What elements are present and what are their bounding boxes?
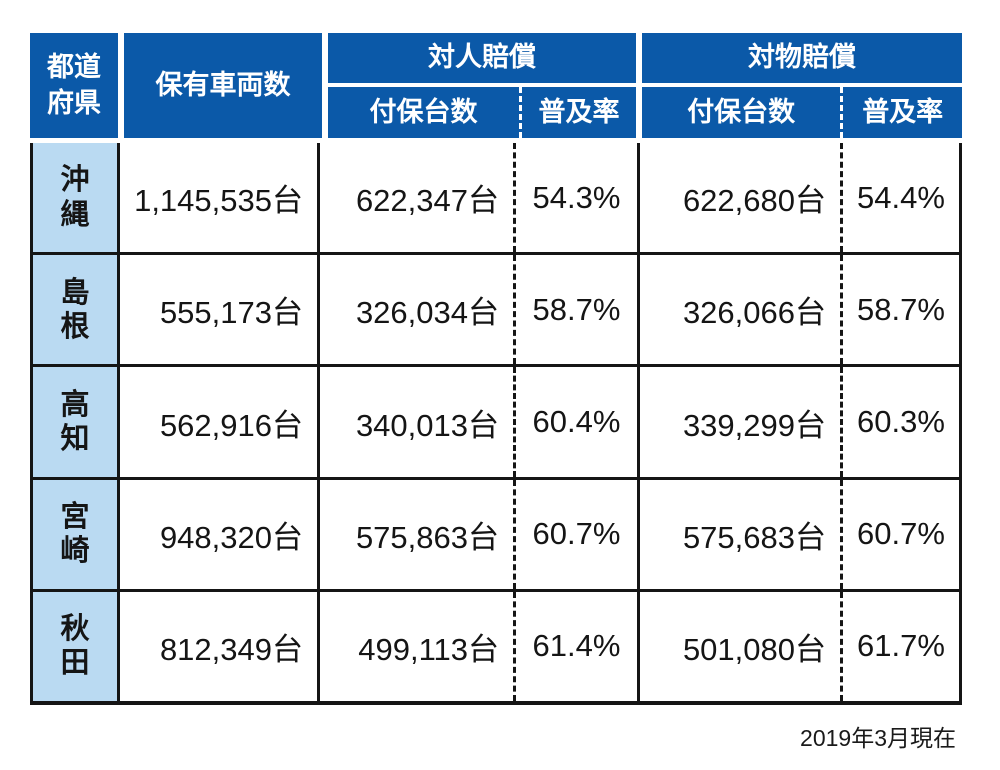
header-group-personal-liability: 対人賠償 付保台数 普及率 xyxy=(328,33,636,138)
header-prefecture: 都道 府県 xyxy=(30,33,118,138)
table-body: 沖 縄 1,145,535台 622,347台 54.3% 622,680台 5… xyxy=(30,143,962,705)
header-vehicles-owned: 保有車両数 xyxy=(124,33,322,138)
vehicles-owned-value: 948,320台 xyxy=(120,479,320,589)
prefecture-name: 秋 田 xyxy=(33,591,120,702)
header-personal-insured-count: 付保台数 xyxy=(328,87,519,138)
personal-insured-value: 340,013台 xyxy=(320,367,516,477)
vehicles-owned-value: 562,916台 xyxy=(120,367,320,477)
table-row-okinawa: 沖 縄 1,145,535台 622,347台 54.3% 622,680台 5… xyxy=(33,143,959,253)
property-rate-value: 60.3% xyxy=(857,404,945,439)
header-personal-rate: 普及率 xyxy=(518,87,636,138)
property-insured-value: 501,080台 xyxy=(640,591,843,702)
vehicles-owned-value: 812,349台 xyxy=(120,591,320,702)
vehicles-owned-value: 1,145,535台 xyxy=(120,143,320,253)
header-personal-liability-title: 対人賠償 xyxy=(328,33,636,83)
property-insured-value: 326,066台 xyxy=(640,255,843,365)
personal-insured-value: 326,034台 xyxy=(320,255,516,365)
table-row-akita: 秋 田 812,349台 499,113台 61.4% 501,080台 61.… xyxy=(33,588,959,702)
property-insured-value: 339,299台 xyxy=(640,367,843,477)
header-personal-subrow: 付保台数 普及率 xyxy=(328,87,636,138)
table-row-shimane: 島 根 555,173台 326,034台 58.7% 326,066台 58.… xyxy=(33,252,959,365)
as-of-date-note: 2019年3月現在 xyxy=(800,725,956,751)
property-rate-value: 54.4% xyxy=(857,179,945,215)
header-property-insured-count: 付保台数 xyxy=(642,87,841,138)
property-insured-value: 575,683台 xyxy=(640,479,843,589)
table-header: 都道 府県 保有車両数 対人賠償 付保台数 普及率 対物賠償 付保台数 普及率 xyxy=(30,33,962,138)
header-property-liability-title: 対物賠償 xyxy=(642,33,962,83)
property-rate-value: 60.7% xyxy=(857,516,945,552)
prefecture-name: 高 知 xyxy=(33,367,120,477)
personal-rate-value: 60.4% xyxy=(516,367,640,477)
personal-rate-value: 60.7% xyxy=(516,479,640,589)
property-insured-value: 622,680台 xyxy=(640,143,843,253)
prefecture-name: 沖 縄 xyxy=(33,143,120,253)
personal-rate-value: 58.7% xyxy=(516,255,640,365)
vehicles-owned-value: 555,173台 xyxy=(120,255,320,365)
header-group-property-liability: 対物賠償 付保台数 普及率 xyxy=(642,33,962,138)
prefecture-name: 宮 崎 xyxy=(33,479,120,589)
table-row-miyazaki: 宮 崎 948,320台 575,863台 60.7% 575,683台 60.… xyxy=(33,476,959,589)
header-property-rate: 普及率 xyxy=(840,87,962,138)
personal-rate-value: 61.4% xyxy=(516,591,640,702)
header-property-subrow: 付保台数 普及率 xyxy=(642,87,962,138)
personal-rate-value: 54.3% xyxy=(516,143,640,253)
table-row-kochi: 高 知 562,916台 340,013台 60.4% 339,299台 60.… xyxy=(33,364,959,477)
personal-insured-value: 499,113台 xyxy=(320,591,516,702)
personal-insured-value: 575,863台 xyxy=(320,479,516,589)
property-rate-value: 58.7% xyxy=(857,291,945,327)
property-rate-value: 61.7% xyxy=(857,628,945,664)
prefecture-name: 島 根 xyxy=(33,255,120,365)
personal-insured-value: 622,347台 xyxy=(320,143,516,253)
